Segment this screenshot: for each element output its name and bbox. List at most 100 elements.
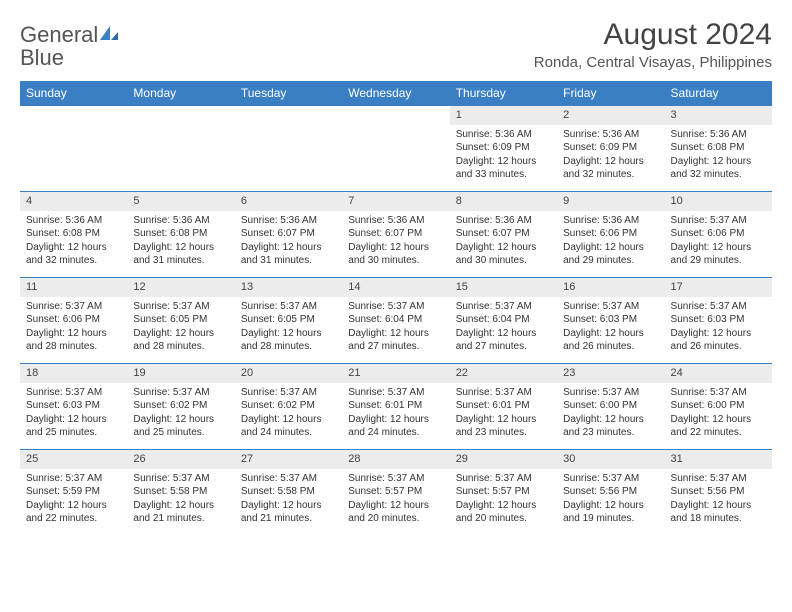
brand-word2: Blue bbox=[20, 45, 64, 70]
day-details: Sunrise: 5:37 AMSunset: 6:03 PMDaylight:… bbox=[665, 297, 772, 358]
calendar-cell: 20Sunrise: 5:37 AMSunset: 6:02 PMDayligh… bbox=[235, 364, 342, 450]
day-number: 21 bbox=[342, 364, 449, 383]
day-details: Sunrise: 5:36 AMSunset: 6:07 PMDaylight:… bbox=[342, 211, 449, 272]
calendar-cell: 29Sunrise: 5:37 AMSunset: 5:57 PMDayligh… bbox=[450, 450, 557, 536]
calendar-cell: 27Sunrise: 5:37 AMSunset: 5:58 PMDayligh… bbox=[235, 450, 342, 536]
calendar-cell: 4Sunrise: 5:36 AMSunset: 6:08 PMDaylight… bbox=[20, 192, 127, 278]
day-details: Sunrise: 5:36 AMSunset: 6:09 PMDaylight:… bbox=[557, 125, 664, 186]
day-details: Sunrise: 5:37 AMSunset: 6:00 PMDaylight:… bbox=[557, 383, 664, 444]
dayname-header: Wednesday bbox=[342, 81, 449, 106]
brand-logo: General Blue bbox=[20, 18, 120, 70]
day-number: 5 bbox=[127, 192, 234, 211]
day-details: Sunrise: 5:37 AMSunset: 6:05 PMDaylight:… bbox=[127, 297, 234, 358]
day-number: 25 bbox=[20, 450, 127, 469]
calendar-cell: 12Sunrise: 5:37 AMSunset: 6:05 PMDayligh… bbox=[127, 278, 234, 364]
day-number: 22 bbox=[450, 364, 557, 383]
calendar-week: 4Sunrise: 5:36 AMSunset: 6:08 PMDaylight… bbox=[20, 192, 772, 278]
day-details: Sunrise: 5:37 AMSunset: 6:01 PMDaylight:… bbox=[450, 383, 557, 444]
day-number: 26 bbox=[127, 450, 234, 469]
day-number: 2 bbox=[557, 106, 664, 125]
header: General Blue August 2024 Ronda, Central … bbox=[20, 18, 772, 71]
calendar-cell: 9Sunrise: 5:36 AMSunset: 6:06 PMDaylight… bbox=[557, 192, 664, 278]
day-details: Sunrise: 5:36 AMSunset: 6:09 PMDaylight:… bbox=[450, 125, 557, 186]
calendar-cell bbox=[235, 106, 342, 192]
day-details: Sunrise: 5:37 AMSunset: 6:06 PMDaylight:… bbox=[20, 297, 127, 358]
location-text: Ronda, Central Visayas, Philippines bbox=[534, 54, 772, 71]
calendar-week: 18Sunrise: 5:37 AMSunset: 6:03 PMDayligh… bbox=[20, 364, 772, 450]
calendar-week: 11Sunrise: 5:37 AMSunset: 6:06 PMDayligh… bbox=[20, 278, 772, 364]
calendar-cell: 16Sunrise: 5:37 AMSunset: 6:03 PMDayligh… bbox=[557, 278, 664, 364]
calendar-cell bbox=[20, 106, 127, 192]
day-details: Sunrise: 5:37 AMSunset: 6:04 PMDaylight:… bbox=[450, 297, 557, 358]
calendar-cell: 30Sunrise: 5:37 AMSunset: 5:56 PMDayligh… bbox=[557, 450, 664, 536]
day-details: Sunrise: 5:37 AMSunset: 6:04 PMDaylight:… bbox=[342, 297, 449, 358]
day-details: Sunrise: 5:37 AMSunset: 6:06 PMDaylight:… bbox=[665, 211, 772, 272]
calendar-cell: 5Sunrise: 5:36 AMSunset: 6:08 PMDaylight… bbox=[127, 192, 234, 278]
calendar-cell: 18Sunrise: 5:37 AMSunset: 6:03 PMDayligh… bbox=[20, 364, 127, 450]
day-details: Sunrise: 5:37 AMSunset: 5:56 PMDaylight:… bbox=[665, 469, 772, 530]
day-details: Sunrise: 5:37 AMSunset: 5:58 PMDaylight:… bbox=[127, 469, 234, 530]
calendar-cell: 24Sunrise: 5:37 AMSunset: 6:00 PMDayligh… bbox=[665, 364, 772, 450]
day-number: 7 bbox=[342, 192, 449, 211]
day-number: 30 bbox=[557, 450, 664, 469]
day-number: 20 bbox=[235, 364, 342, 383]
day-number: 14 bbox=[342, 278, 449, 297]
sail-icon bbox=[98, 24, 120, 42]
calendar-cell: 3Sunrise: 5:36 AMSunset: 6:08 PMDaylight… bbox=[665, 106, 772, 192]
calendar-cell: 2Sunrise: 5:36 AMSunset: 6:09 PMDaylight… bbox=[557, 106, 664, 192]
page-title: August 2024 bbox=[534, 18, 772, 52]
day-details: Sunrise: 5:37 AMSunset: 6:03 PMDaylight:… bbox=[557, 297, 664, 358]
day-details: Sunrise: 5:37 AMSunset: 5:59 PMDaylight:… bbox=[20, 469, 127, 530]
day-number: 6 bbox=[235, 192, 342, 211]
day-number: 29 bbox=[450, 450, 557, 469]
day-details: Sunrise: 5:36 AMSunset: 6:07 PMDaylight:… bbox=[450, 211, 557, 272]
day-number: 11 bbox=[20, 278, 127, 297]
calendar-cell: 1Sunrise: 5:36 AMSunset: 6:09 PMDaylight… bbox=[450, 106, 557, 192]
calendar-table: SundayMondayTuesdayWednesdayThursdayFrid… bbox=[20, 81, 772, 536]
day-number: 12 bbox=[127, 278, 234, 297]
day-number: 4 bbox=[20, 192, 127, 211]
day-details: Sunrise: 5:37 AMSunset: 6:00 PMDaylight:… bbox=[665, 383, 772, 444]
day-details: Sunrise: 5:37 AMSunset: 6:03 PMDaylight:… bbox=[20, 383, 127, 444]
calendar-cell: 15Sunrise: 5:37 AMSunset: 6:04 PMDayligh… bbox=[450, 278, 557, 364]
dayname-header: Friday bbox=[557, 81, 664, 106]
day-number: 28 bbox=[342, 450, 449, 469]
day-number: 17 bbox=[665, 278, 772, 297]
dayname-header: Saturday bbox=[665, 81, 772, 106]
dayname-row: SundayMondayTuesdayWednesdayThursdayFrid… bbox=[20, 81, 772, 106]
dayname-header: Tuesday bbox=[235, 81, 342, 106]
day-number: 18 bbox=[20, 364, 127, 383]
calendar-cell bbox=[342, 106, 449, 192]
day-details: Sunrise: 5:37 AMSunset: 5:56 PMDaylight:… bbox=[557, 469, 664, 530]
calendar-cell: 6Sunrise: 5:36 AMSunset: 6:07 PMDaylight… bbox=[235, 192, 342, 278]
calendar-cell: 11Sunrise: 5:37 AMSunset: 6:06 PMDayligh… bbox=[20, 278, 127, 364]
calendar-cell: 28Sunrise: 5:37 AMSunset: 5:57 PMDayligh… bbox=[342, 450, 449, 536]
day-number: 16 bbox=[557, 278, 664, 297]
calendar-cell: 21Sunrise: 5:37 AMSunset: 6:01 PMDayligh… bbox=[342, 364, 449, 450]
day-number: 1 bbox=[450, 106, 557, 125]
day-number: 23 bbox=[557, 364, 664, 383]
day-details: Sunrise: 5:37 AMSunset: 5:57 PMDaylight:… bbox=[342, 469, 449, 530]
day-details: Sunrise: 5:36 AMSunset: 6:08 PMDaylight:… bbox=[127, 211, 234, 272]
day-details: Sunrise: 5:36 AMSunset: 6:06 PMDaylight:… bbox=[557, 211, 664, 272]
day-details: Sunrise: 5:36 AMSunset: 6:08 PMDaylight:… bbox=[665, 125, 772, 186]
day-details: Sunrise: 5:37 AMSunset: 6:02 PMDaylight:… bbox=[127, 383, 234, 444]
day-details: Sunrise: 5:37 AMSunset: 6:05 PMDaylight:… bbox=[235, 297, 342, 358]
day-number: 9 bbox=[557, 192, 664, 211]
calendar-cell: 8Sunrise: 5:36 AMSunset: 6:07 PMDaylight… bbox=[450, 192, 557, 278]
day-number: 13 bbox=[235, 278, 342, 297]
calendar-week: 1Sunrise: 5:36 AMSunset: 6:09 PMDaylight… bbox=[20, 106, 772, 192]
day-details: Sunrise: 5:37 AMSunset: 6:02 PMDaylight:… bbox=[235, 383, 342, 444]
day-number: 31 bbox=[665, 450, 772, 469]
calendar-cell: 19Sunrise: 5:37 AMSunset: 6:02 PMDayligh… bbox=[127, 364, 234, 450]
brand-word1: General bbox=[20, 22, 98, 47]
calendar-cell: 22Sunrise: 5:37 AMSunset: 6:01 PMDayligh… bbox=[450, 364, 557, 450]
calendar-cell: 7Sunrise: 5:36 AMSunset: 6:07 PMDaylight… bbox=[342, 192, 449, 278]
calendar-week: 25Sunrise: 5:37 AMSunset: 5:59 PMDayligh… bbox=[20, 450, 772, 536]
day-details: Sunrise: 5:36 AMSunset: 6:08 PMDaylight:… bbox=[20, 211, 127, 272]
day-number: 19 bbox=[127, 364, 234, 383]
calendar-cell bbox=[127, 106, 234, 192]
calendar-cell: 23Sunrise: 5:37 AMSunset: 6:00 PMDayligh… bbox=[557, 364, 664, 450]
calendar-cell: 13Sunrise: 5:37 AMSunset: 6:05 PMDayligh… bbox=[235, 278, 342, 364]
calendar-cell: 31Sunrise: 5:37 AMSunset: 5:56 PMDayligh… bbox=[665, 450, 772, 536]
